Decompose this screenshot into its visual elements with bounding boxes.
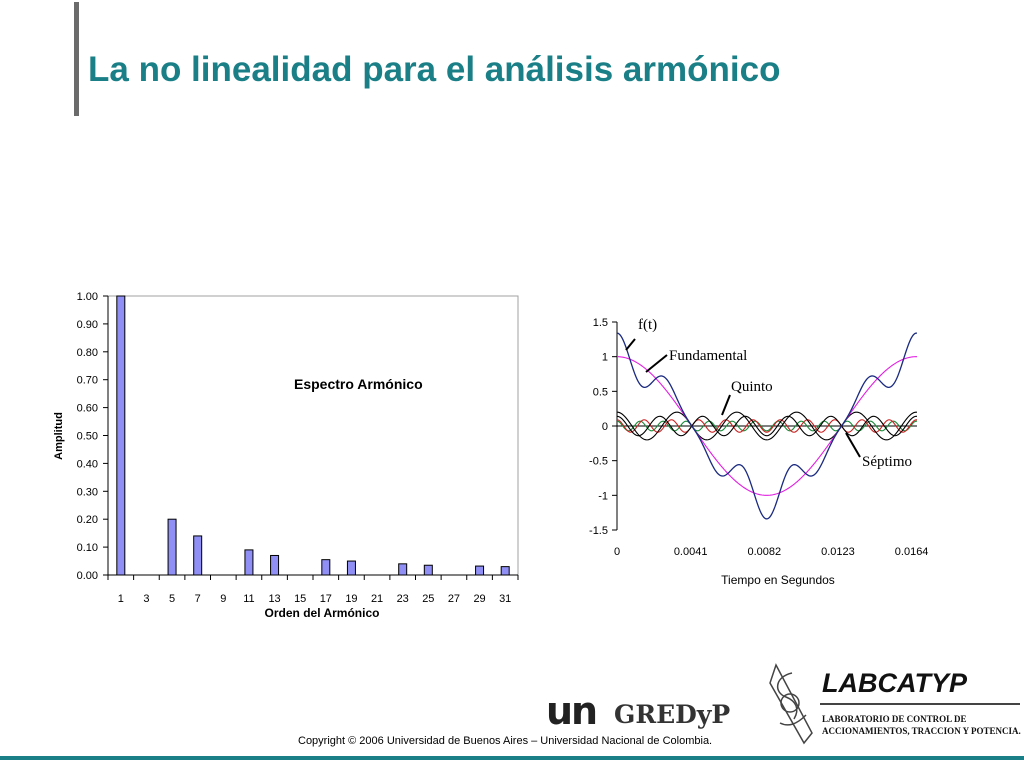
y-tick-label: 1 bbox=[602, 352, 608, 364]
bar-x-axis-title: Orden del Armónico bbox=[265, 606, 380, 620]
labcatyp-emblem-icon bbox=[769, 663, 813, 745]
series-f-t bbox=[616, 332, 918, 520]
y-tick-label: 0.70 bbox=[77, 375, 98, 387]
waveform-chart: -1.5 -1 -0.5 0 0.5 1 1.5 0 0.0041 0.0082 0.0123 0.… bbox=[589, 317, 929, 587]
label-fundamental: Fundamental bbox=[669, 348, 747, 364]
un-logo-text: un bbox=[546, 694, 596, 728]
x-tick-label: 29 bbox=[473, 593, 485, 605]
bar-harmonic-5 bbox=[167, 518, 177, 576]
y-tick-label: 0.90 bbox=[77, 319, 98, 331]
bar-harmonic-17 bbox=[321, 559, 331, 576]
y-tick-label: -1 bbox=[598, 490, 608, 502]
series-quinto bbox=[616, 411, 918, 441]
bar-harmonic-25 bbox=[423, 564, 433, 576]
copyright-notice: Copyright © 2006 Universidad de Buenos A… bbox=[298, 735, 713, 747]
bar-y-axis-title: Amplitud bbox=[53, 412, 65, 460]
y-tick-label: 1.00 bbox=[77, 291, 98, 303]
bar-harmonic-29 bbox=[475, 565, 485, 576]
y-tick-label: 0.00 bbox=[77, 570, 98, 582]
title-accent-bar bbox=[74, 2, 79, 116]
x-tick-label: 15 bbox=[294, 593, 306, 605]
bar-chart-title: Espectro Armónico bbox=[294, 376, 423, 392]
y-tick-label: 1.5 bbox=[593, 317, 608, 329]
x-tick-label: 7 bbox=[195, 593, 201, 605]
x-tick-label: 11 bbox=[243, 593, 254, 605]
y-tick-label: 0.30 bbox=[77, 486, 98, 498]
callout-septimo bbox=[845, 432, 861, 458]
footer-rule bbox=[0, 756, 1024, 760]
bar-harmonic-23 bbox=[398, 563, 408, 576]
x-tick-label: 0.0164 bbox=[895, 546, 929, 558]
x-tick-label: 25 bbox=[422, 593, 434, 605]
x-tick-label: 19 bbox=[345, 593, 357, 605]
label-ft: f(t) bbox=[638, 317, 657, 333]
harmonic-spectrum-chart: 0.00 0.10 0.20 0.30 0.40 0.50 0.60 0.70 0.80 0.90… bbox=[53, 291, 519, 620]
x-tick-label: 0.0123 bbox=[821, 546, 855, 558]
series-fundamental bbox=[616, 356, 917, 496]
y-tick-label: 0.5 bbox=[593, 386, 608, 398]
x-tick-label: 0.0041 bbox=[674, 546, 708, 558]
label-septimo: Séptimo bbox=[862, 454, 912, 470]
line-x-axis-title: Tiempo en Segundos bbox=[721, 573, 835, 587]
bar-harmonic-19 bbox=[346, 560, 356, 576]
x-tick-label: 13 bbox=[268, 593, 280, 605]
y-tick-label: 0.10 bbox=[77, 542, 98, 554]
x-tick-label: 5 bbox=[169, 593, 175, 605]
y-tick-label: 0.20 bbox=[77, 514, 98, 526]
callout-ft bbox=[625, 338, 636, 351]
y-tick-label: -1.5 bbox=[589, 525, 608, 537]
x-tick-label: 27 bbox=[448, 593, 460, 605]
bar-harmonic-7 bbox=[193, 535, 203, 576]
label-quinto: Quinto bbox=[731, 379, 773, 395]
labcatyp-subtitle-line2: ACCIONAMIENTOS, TRACCION Y POTENCIA. bbox=[822, 726, 1021, 736]
slide-title: La no linealidad para el análisis armóni… bbox=[88, 50, 781, 89]
bar-harmonic-13 bbox=[270, 554, 280, 576]
x-tick-label: 0.0082 bbox=[747, 546, 781, 558]
x-tick-label: 1 bbox=[118, 593, 124, 605]
labcatyp-title: LABCATYP bbox=[822, 668, 967, 698]
callout-quinto bbox=[721, 394, 731, 416]
x-tick-label: 17 bbox=[320, 593, 332, 605]
labcatyp-divider bbox=[820, 703, 1020, 705]
series-harmonic-11 bbox=[616, 419, 918, 433]
y-tick-label: 0 bbox=[602, 421, 608, 433]
callout-fundamental bbox=[645, 354, 668, 373]
bar-harmonic-11 bbox=[244, 549, 254, 576]
y-tick-label: 0.60 bbox=[77, 403, 98, 415]
x-tick-label: 3 bbox=[143, 593, 149, 605]
y-tick-label: 0.40 bbox=[77, 458, 98, 470]
bar-harmonic-1 bbox=[116, 295, 126, 576]
x-tick-label: 21 bbox=[371, 593, 383, 605]
labcatyp-subtitle-line1: LABORATORIO DE CONTROL DE bbox=[822, 714, 967, 724]
x-tick-label: 0 bbox=[614, 546, 620, 558]
y-tick-label: -0.5 bbox=[589, 456, 608, 468]
bar-harmonic-31 bbox=[500, 566, 510, 576]
x-tick-label: 9 bbox=[220, 593, 226, 605]
gredyp-logo: GREDyP bbox=[614, 700, 731, 729]
x-tick-label: 23 bbox=[397, 593, 409, 605]
un-logo: un bbox=[546, 694, 598, 728]
y-tick-label: 0.80 bbox=[77, 347, 98, 359]
x-tick-label: 31 bbox=[499, 593, 511, 605]
y-tick-label: 0.50 bbox=[77, 431, 98, 443]
